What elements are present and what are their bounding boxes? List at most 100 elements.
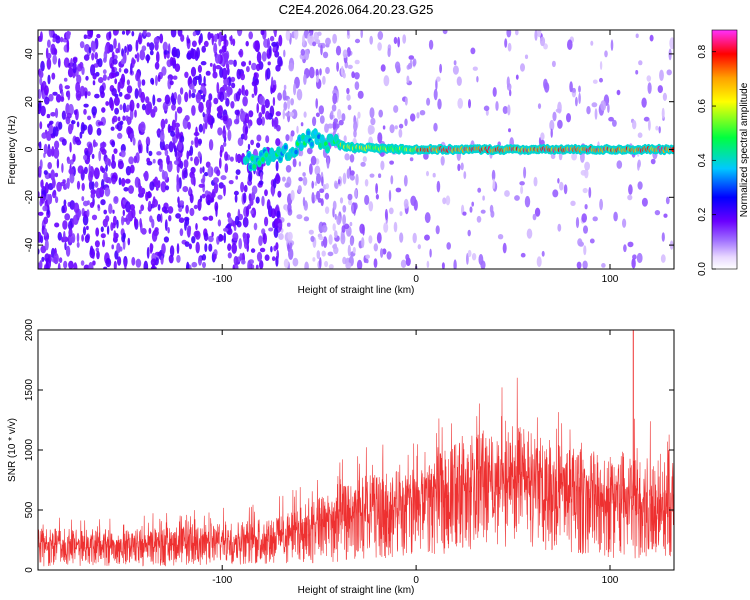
heatmap-noise-cell [515, 30, 519, 36]
heatmap-noise-cell [244, 113, 250, 124]
heatmap-noise-cell [277, 190, 282, 198]
heatmap-noise-cell [610, 39, 614, 51]
heatmap-ridge-cell [252, 164, 256, 170]
heatmap-noise-cell [95, 227, 100, 237]
heatmap-noise-cell [254, 40, 260, 52]
heatmap-noise-cell [212, 71, 218, 79]
heatmap-noise-cell [148, 200, 152, 210]
heatmap-noise-cell [112, 215, 117, 226]
heatmap-noise-cell [83, 166, 88, 175]
heatmap-noise-cell [134, 88, 139, 99]
heatmap-noise-cell [403, 175, 408, 187]
heatmap-noise-cell [40, 60, 45, 72]
heatmap-noise-cell [440, 156, 445, 166]
heatmap-noise-cell [213, 177, 219, 184]
heatmap-ytick-label: 20 [24, 96, 35, 108]
heatmap-noise-cell [520, 185, 524, 195]
heatmap-noise-cell [229, 156, 234, 162]
heatmap-noise-cell [43, 216, 49, 225]
heatmap-noise-cell [346, 168, 351, 179]
heatmap-noise-cell [72, 214, 79, 225]
heatmap-noise-cell [298, 177, 303, 182]
heatmap-noise-cell [119, 104, 123, 111]
heatmap-noise-cell [256, 63, 261, 72]
heatmap-noise-cell [549, 119, 555, 131]
heatmap-noise-cell [69, 236, 75, 243]
heatmap-noise-cell [61, 163, 64, 173]
heatmap-noise-cell [102, 239, 105, 248]
heatmap-noise-cell [188, 149, 192, 157]
heatmap-noise-cell [166, 155, 170, 165]
heatmap-noise-cell [105, 257, 112, 268]
heatmap-noise-cell [139, 49, 146, 61]
heatmap-noise-cell [325, 66, 330, 75]
heatmap-noise-cell [126, 126, 132, 136]
heatmap-ytick-label: -40 [24, 237, 35, 252]
heatmap-noise-cell [134, 216, 137, 228]
heatmap-noise-cell [198, 123, 203, 133]
heatmap-noise-cell [607, 103, 610, 114]
heatmap-noise-cell [387, 47, 391, 58]
heatmap-noise-cell [219, 149, 223, 158]
heatmap-noise-cell [523, 166, 527, 179]
heatmap-noise-cell [300, 48, 305, 56]
heatmap-noise-cell [268, 227, 274, 232]
heatmap-noise-cell [142, 30, 147, 36]
heatmap-noise-cell [227, 129, 232, 142]
heatmap-noise-cell [83, 34, 88, 39]
heatmap-noise-cell [103, 209, 107, 215]
heatmap-noise-cell [375, 194, 379, 200]
heatmap-noise-cell [563, 184, 568, 195]
heatmap-noise-cell [504, 190, 510, 197]
heatmap-noise-cell [224, 151, 229, 161]
heatmap-noise-cell [314, 165, 321, 176]
heatmap-noise-cell [140, 204, 145, 211]
heatmap-noise-cell [470, 47, 476, 55]
heatmap-noise-cell [452, 65, 459, 75]
heatmap-noise-cell [283, 258, 289, 268]
heatmap-noise-cell [628, 184, 633, 195]
heatmap-noise-cell [509, 89, 512, 97]
snr-ytick-label: 500 [24, 501, 35, 518]
heatmap-noise-cell [373, 243, 378, 252]
heatmap-noise-cell [661, 107, 665, 119]
heatmap-noise-cell [197, 64, 202, 73]
heatmap-noise-cell [43, 143, 48, 155]
heatmap-noise-cell [177, 140, 183, 151]
heatmap-noise-cell [235, 153, 238, 163]
heatmap-noise-cell [149, 243, 154, 251]
heatmap-noise-cell [143, 172, 148, 178]
heatmap-noise-cell [342, 205, 347, 213]
heatmap-noise-cell [54, 222, 60, 228]
heatmap-noise-cell [524, 195, 531, 208]
heatmap-noise-cell [354, 189, 358, 199]
heatmap-noise-cell [320, 198, 324, 207]
heatmap-noise-cell [599, 61, 603, 70]
heatmap-ridge-cell [261, 157, 265, 162]
heatmap-noise-cell [191, 40, 197, 48]
heatmap-noise-cell [242, 96, 248, 107]
heatmap-noise-cell [242, 216, 249, 228]
heatmap-ridge-cell [257, 160, 262, 166]
heatmap-noise-cell [552, 189, 559, 198]
snr-ytick-label: 1000 [24, 438, 35, 461]
heatmap-noise-cell [162, 41, 168, 52]
heatmap-noise-cell [356, 259, 363, 269]
heatmap-noise-cell [293, 83, 297, 96]
heatmap-noise-cell [520, 63, 525, 72]
heatmap-noise-cell [319, 188, 325, 193]
heatmap-noise-cell [178, 207, 183, 213]
heatmap-noise-cell [166, 53, 170, 59]
heatmap-noise-cell [334, 230, 338, 239]
heatmap-noise-cell [272, 79, 277, 86]
heatmap-noise-cell [151, 230, 158, 242]
heatmap-noise-cell [88, 262, 94, 269]
heatmap-noise-cell [290, 98, 294, 106]
heatmap-noise-cell [332, 92, 338, 105]
heatmap-ridge-cell [306, 130, 311, 136]
heatmap-noise-cell [122, 209, 126, 216]
heatmap-noise-cell [192, 88, 197, 94]
heatmap-noise-cell [227, 243, 232, 251]
heatmap-noise-cell [165, 185, 170, 191]
heatmap-noise-cell [160, 181, 167, 193]
